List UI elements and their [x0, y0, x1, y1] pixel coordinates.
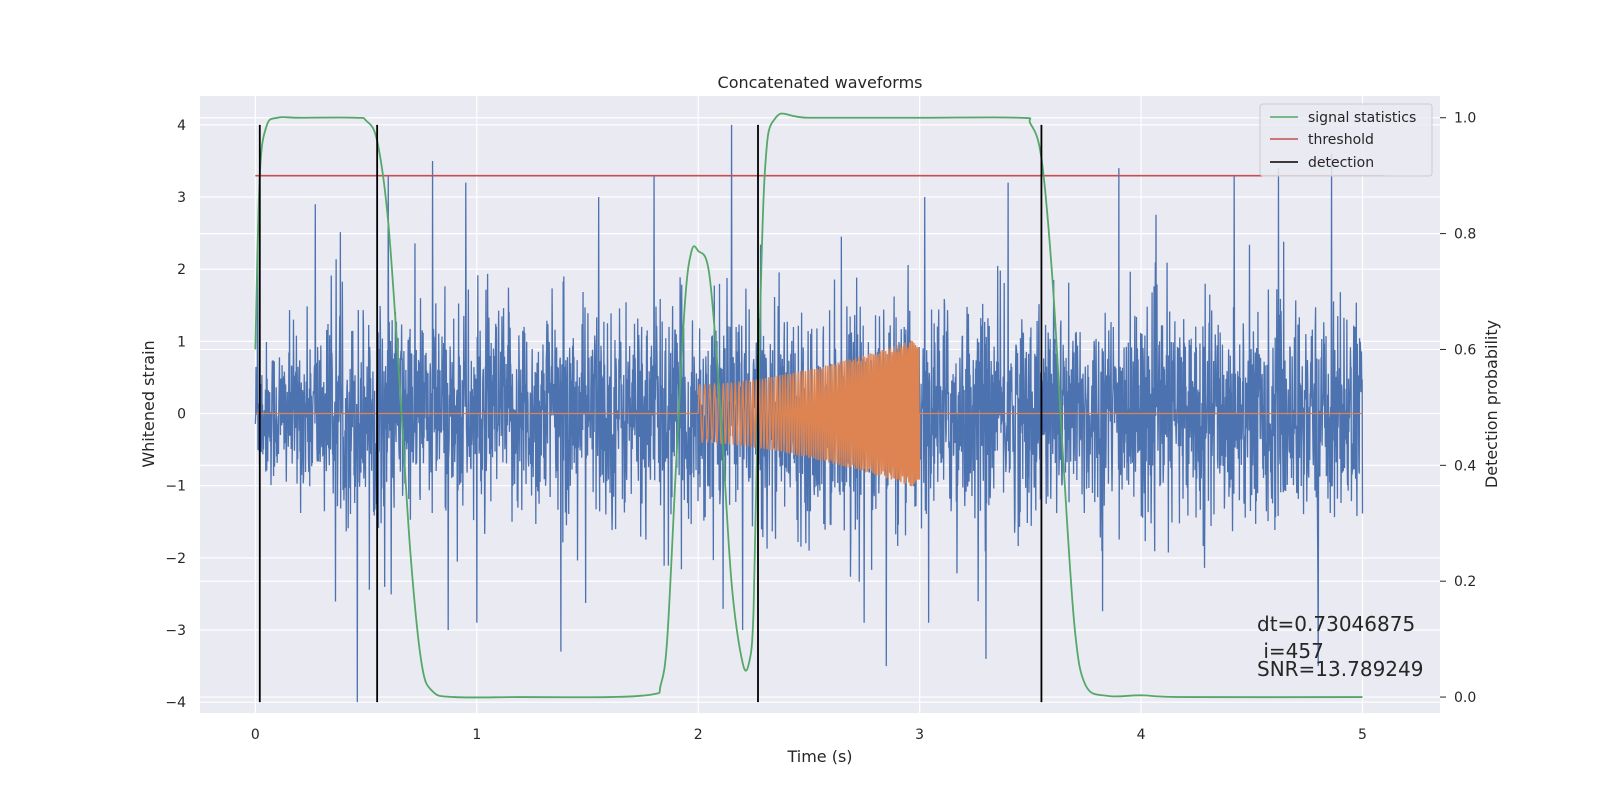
x-ticks: 0 1 2 3 4 5: [251, 727, 1367, 743]
annotations: dt=0.73046875 i=457 SNR=13.789249: [1257, 612, 1423, 681]
x-tick-label: 1: [472, 727, 481, 743]
legend: signal statistics threshold detection: [1259, 103, 1433, 177]
data-layer: [254, 112, 1385, 703]
legend-label-detection: detection: [1308, 155, 1374, 171]
x-tick-label: 0: [251, 727, 260, 743]
y-tick-label: 4: [177, 118, 186, 134]
y-tick-label: 3: [177, 190, 186, 206]
x-tick-label: 3: [915, 727, 924, 743]
x-tick-label: 5: [1358, 727, 1367, 743]
y-ticks: −4 −3 −2 −1 0 1 2 3 4: [165, 118, 186, 711]
annotation-snr: SNR=13.789249: [1257, 657, 1423, 681]
y-axis-label: Whitened strain: [139, 340, 158, 467]
y2-tick-label: 1.0: [1454, 111, 1476, 127]
x-tick-label: 4: [1137, 727, 1146, 743]
y-tick-label: −2: [165, 551, 186, 567]
legend-box: [1259, 103, 1433, 177]
x-axis-label: Time (s): [786, 747, 852, 766]
y2-tick-label: 0.2: [1454, 574, 1476, 590]
y-tick-label: 0: [177, 407, 186, 423]
legend-label-signal-statistics: signal statistics: [1308, 110, 1416, 126]
annotation-dt: dt=0.73046875: [1257, 612, 1415, 636]
y-tick-label: −1: [165, 479, 186, 495]
y-tick-label: −4: [165, 695, 186, 711]
y2-tick-label: 0.8: [1454, 227, 1476, 243]
y2-tick-label: 0.6: [1454, 342, 1476, 358]
y-tick-label: −3: [165, 623, 186, 639]
y-tick-label: 2: [177, 262, 186, 278]
series-line-signal-statistics: [254, 112, 1363, 699]
series-line-strain: [254, 124, 1364, 703]
annotation-i: i=457: [1257, 639, 1324, 663]
x-tick-label: 2: [694, 727, 703, 743]
legend-label-threshold: threshold: [1308, 132, 1374, 148]
series-line-template: [255, 340, 1363, 487]
y2-tick-label: 0.0: [1454, 690, 1476, 706]
y2-axis-label: Detection probability: [1482, 320, 1501, 488]
y2-ticks: 0.0 0.2 0.4 0.6 0.8 1.0: [1440, 111, 1476, 706]
y2-tick-label: 0.4: [1454, 458, 1476, 474]
chart-title: Concatenated waveforms: [718, 73, 923, 92]
y-tick-label: 1: [177, 334, 186, 350]
